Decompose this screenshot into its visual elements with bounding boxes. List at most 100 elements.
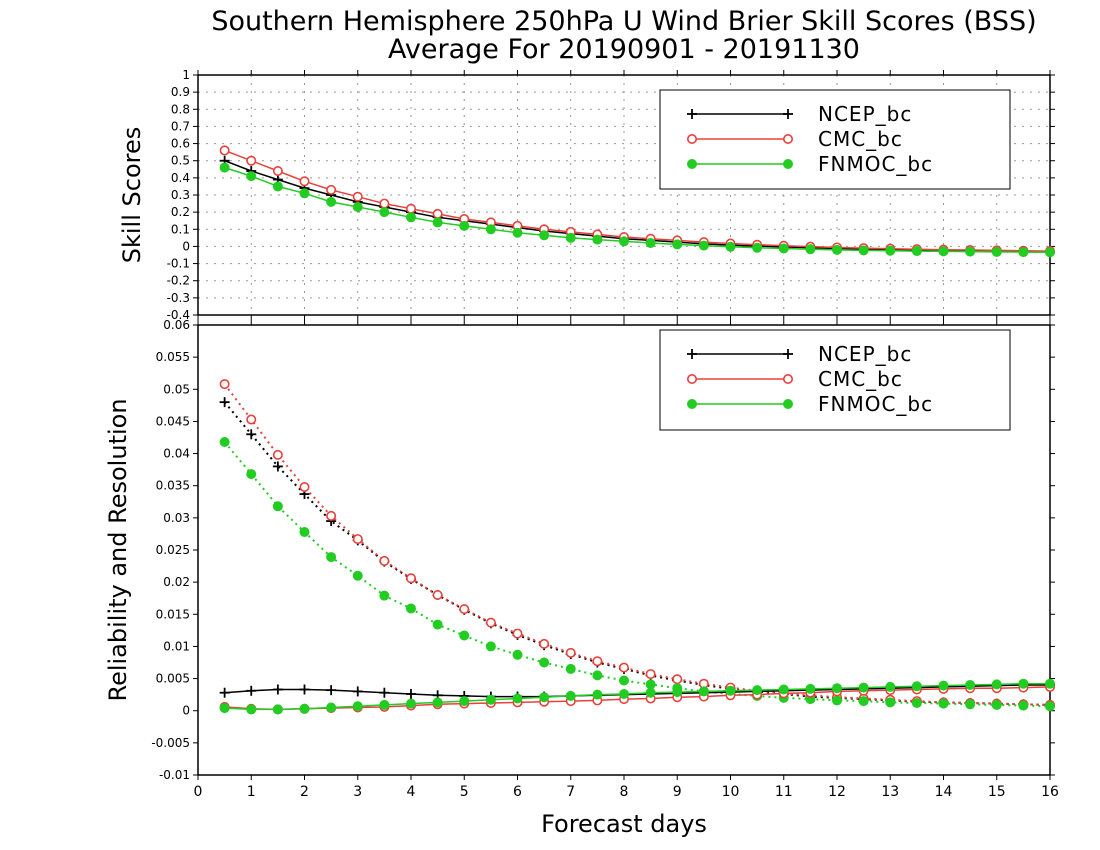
bottom-point-FNMOC_bc xyxy=(219,703,230,714)
bottom-y-tick-label: 0.035 xyxy=(156,479,190,493)
bottom-point-FNMOC_bc xyxy=(246,704,257,715)
top-point-FNMOC_bc xyxy=(1045,247,1055,258)
bottom-point-FNMOC_bc xyxy=(459,696,470,707)
top-point-FNMOC_bc xyxy=(272,181,283,192)
bottom-legend-label-FNMOC_bc: FNMOC_bc xyxy=(818,392,933,416)
bottom-point-NCEP_bc xyxy=(219,687,230,698)
top-point-FNMOC_bc xyxy=(326,196,337,207)
top-point-FNMOC_bc xyxy=(938,246,949,257)
top-y-tick-label: 0.7 xyxy=(171,119,190,133)
x-tick-label: 5 xyxy=(460,784,469,800)
top-y-tick-label: 0.8 xyxy=(171,102,190,116)
bottom-point-FNMOC_bc xyxy=(752,685,763,696)
x-tick-label: 0 xyxy=(194,784,203,800)
bottom-point-NCEP_bc xyxy=(246,429,257,440)
bottom-point-NCEP_bc xyxy=(246,685,257,696)
bottom-y-tick-label: 0.045 xyxy=(156,414,190,428)
bottom-point-FNMOC_bc xyxy=(219,437,230,447)
top-y-tick-label: -0.2 xyxy=(167,274,190,288)
top-point-FNMOC_bc xyxy=(725,241,736,252)
bottom-series-line-CMC_bc-dotted xyxy=(223,383,1051,706)
top-point-CMC_bc xyxy=(352,191,363,202)
x-tick-label: 2 xyxy=(300,784,309,800)
bottom-point-FNMOC_bc xyxy=(379,699,390,710)
top-point-FNMOC_bc xyxy=(645,238,656,248)
bottom-point-CMC_bc xyxy=(485,617,496,628)
top-point-FNMOC_bc xyxy=(752,242,763,253)
bottom-point-FNMOC_bc xyxy=(991,679,1002,690)
top-point-FNMOC_bc xyxy=(299,188,310,199)
bottom-point-CMC_bc xyxy=(352,534,363,545)
bottom-point-FNMOC_bc xyxy=(565,690,576,701)
top-point-FNMOC_bc xyxy=(352,202,363,212)
top-point-CMC_bc xyxy=(272,166,283,177)
bottom-point-FNMOC_bc xyxy=(379,590,390,601)
top-point-FNMOC_bc xyxy=(246,171,257,182)
bottom-series-line-FNMOC_bc-dotted xyxy=(223,441,1051,708)
bottom-point-NCEP_bc xyxy=(272,684,283,695)
bottom-legend-marker-FNMOC_bc xyxy=(783,399,793,409)
top-point-FNMOC_bc xyxy=(805,244,816,255)
bottom-point-FNMOC_bc xyxy=(326,552,337,563)
bottom-point-FNMOC_bc xyxy=(272,501,283,512)
bottom-point-NCEP_bc xyxy=(406,689,416,699)
top-legend-marker-FNMOC_bc xyxy=(687,159,697,169)
bottom-y-tick-label: 0 xyxy=(182,704,190,718)
bottom-point-FNMOC_bc xyxy=(938,698,949,709)
bottom-point-NCEP_bc xyxy=(219,397,230,408)
top-y-tick-label: 0.4 xyxy=(171,171,190,185)
chart-title-line1: Southern Hemisphere 250hPa U Wind Brier … xyxy=(211,6,1036,37)
bottom-point-FNMOC_bc xyxy=(991,699,1002,710)
x-tick-label: 7 xyxy=(566,784,575,800)
bottom-point-CMC_bc xyxy=(539,638,550,649)
x-tick-label: 4 xyxy=(407,784,416,800)
bottom-point-FNMOC_bc xyxy=(698,686,709,697)
bottom-point-FNMOC_bc xyxy=(805,683,816,694)
top-point-FNMOC_bc xyxy=(858,245,869,256)
bottom-y-tick-label: 0.04 xyxy=(163,447,190,461)
x-tick-label: 16 xyxy=(1041,784,1059,800)
bottom-point-FNMOC_bc xyxy=(406,603,416,614)
bottom-point-FNMOC_bc xyxy=(645,679,656,690)
bottom-point-FNMOC_bc xyxy=(539,657,550,668)
bottom-point-FNMOC_bc xyxy=(352,570,363,581)
top-legend-marker-CMC_bc xyxy=(782,134,793,145)
bottom-point-CMC_bc xyxy=(672,674,683,685)
bottom-point-FNMOC_bc xyxy=(272,704,283,715)
chart-title-line2: Average For 20190901 - 20191130 xyxy=(388,34,860,65)
top-point-CMC_bc xyxy=(326,184,337,195)
top-point-FNMOC_bc xyxy=(485,224,496,235)
top-point-FNMOC_bc xyxy=(832,244,842,255)
x-tick-label: 9 xyxy=(673,784,682,800)
bottom-point-NCEP_bc xyxy=(299,684,310,695)
bottom-y-tick-label: -0.01 xyxy=(159,768,190,782)
bottom-point-FNMOC_bc xyxy=(299,703,310,714)
x-tick-label: 14 xyxy=(935,784,953,800)
bottom-point-CMC_bc xyxy=(219,379,230,390)
top-point-FNMOC_bc xyxy=(432,217,443,228)
top-point-CMC_bc xyxy=(432,208,443,219)
x-tick-label: 8 xyxy=(620,784,629,800)
bottom-point-FNMOC_bc xyxy=(645,687,656,698)
bottom-point-CMC_bc xyxy=(246,414,257,425)
bottom-legend-label-CMC_bc: CMC_bc xyxy=(818,367,903,391)
bottom-y-tick-label: 0.055 xyxy=(156,350,190,364)
bottom-point-FNMOC_bc xyxy=(352,701,363,712)
top-point-FNMOC_bc xyxy=(592,234,603,245)
bottom-point-FNMOC_bc xyxy=(778,684,789,695)
x-tick-label: 3 xyxy=(353,784,362,800)
top-legend-marker-FNMOC_bc xyxy=(783,159,793,169)
bottom-legend-marker-NCEP_bc xyxy=(783,349,793,359)
bottom-point-FNMOC_bc xyxy=(326,702,337,713)
bottom-point-CMC_bc xyxy=(565,647,576,658)
bottom-point-FNMOC_bc xyxy=(938,680,949,691)
bottom-series-line-NCEP_bc-dotted xyxy=(223,401,1051,706)
bottom-point-FNMOC_bc xyxy=(911,681,922,692)
bottom-point-CMC_bc xyxy=(405,573,416,584)
bottom-point-FNMOC_bc xyxy=(832,683,842,694)
bottom-point-FNMOC_bc xyxy=(512,693,523,704)
bottom-y-axis-label: Reliability and Resolution xyxy=(104,398,132,701)
bottom-y-tick-label: 0.02 xyxy=(163,575,190,589)
bottom-point-FNMOC_bc xyxy=(965,699,976,710)
